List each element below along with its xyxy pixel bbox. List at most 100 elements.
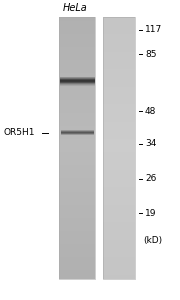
Bar — [59, 248, 95, 253]
Bar — [103, 117, 135, 122]
Bar — [103, 64, 135, 69]
Bar — [103, 16, 135, 279]
Bar — [59, 231, 95, 235]
Bar — [103, 196, 135, 200]
Bar — [59, 64, 95, 69]
Bar — [103, 191, 135, 196]
Bar — [59, 174, 95, 178]
Bar — [103, 126, 135, 130]
Bar — [59, 262, 95, 266]
Bar — [103, 34, 135, 38]
Bar — [59, 25, 95, 30]
Bar — [59, 82, 95, 86]
Bar — [59, 152, 95, 157]
Bar — [103, 165, 135, 169]
Bar — [103, 152, 135, 157]
Bar — [103, 244, 135, 248]
Bar — [59, 108, 95, 113]
Bar — [103, 187, 135, 191]
Bar — [59, 191, 95, 196]
Bar — [59, 104, 95, 108]
Bar — [103, 56, 135, 60]
Bar — [103, 226, 135, 231]
Bar — [59, 130, 95, 135]
Bar — [103, 52, 135, 56]
Bar — [59, 135, 95, 139]
Bar — [59, 161, 95, 165]
Bar — [103, 200, 135, 205]
Bar — [103, 21, 135, 25]
Bar — [103, 157, 135, 161]
Text: 48: 48 — [145, 106, 156, 116]
Bar — [103, 86, 135, 91]
Bar — [103, 266, 135, 270]
Bar — [59, 86, 95, 91]
Bar — [59, 235, 95, 240]
Bar — [103, 169, 135, 174]
Text: 85: 85 — [145, 50, 156, 58]
Bar — [59, 43, 95, 47]
Bar — [59, 169, 95, 174]
Bar — [103, 104, 135, 108]
Bar — [103, 231, 135, 235]
Bar — [103, 274, 135, 279]
Bar — [103, 60, 135, 64]
Bar — [103, 139, 135, 143]
Bar — [59, 218, 95, 222]
Bar — [103, 122, 135, 126]
Bar — [59, 74, 95, 78]
Text: HeLa: HeLa — [62, 3, 87, 13]
Bar — [59, 274, 95, 279]
Bar — [103, 143, 135, 148]
Bar — [103, 43, 135, 47]
Bar — [59, 205, 95, 209]
Bar — [59, 91, 95, 95]
Bar — [103, 78, 135, 82]
Bar — [103, 257, 135, 262]
Bar — [59, 139, 95, 143]
Text: 117: 117 — [145, 26, 162, 34]
Bar — [59, 222, 95, 226]
Bar — [59, 34, 95, 38]
Bar — [103, 222, 135, 226]
Bar — [59, 226, 95, 231]
Bar — [59, 38, 95, 43]
Bar — [59, 69, 95, 74]
Bar — [103, 240, 135, 244]
Text: (kD): (kD) — [143, 236, 162, 244]
Bar — [103, 69, 135, 74]
Text: OR5H1: OR5H1 — [4, 128, 35, 137]
Bar — [59, 78, 95, 82]
Bar — [103, 30, 135, 34]
Bar — [59, 270, 95, 274]
Bar — [59, 60, 95, 64]
Bar — [59, 122, 95, 126]
Bar — [59, 143, 95, 148]
Bar — [103, 25, 135, 30]
Bar — [103, 253, 135, 257]
Bar — [103, 218, 135, 222]
Bar — [59, 21, 95, 25]
Bar — [59, 244, 95, 248]
Bar — [59, 178, 95, 183]
Bar — [103, 135, 135, 139]
Bar — [59, 95, 95, 100]
Bar — [103, 108, 135, 113]
Bar — [103, 82, 135, 86]
Bar — [103, 213, 135, 218]
Bar — [103, 270, 135, 274]
Bar — [103, 47, 135, 52]
Bar — [103, 74, 135, 78]
Bar — [103, 16, 135, 21]
Text: 26: 26 — [145, 174, 156, 183]
Bar — [59, 183, 95, 187]
Bar — [103, 174, 135, 178]
Bar — [59, 56, 95, 60]
Bar — [59, 213, 95, 218]
Bar — [59, 187, 95, 191]
Bar — [103, 209, 135, 213]
Bar — [103, 130, 135, 135]
Bar — [59, 266, 95, 270]
Bar — [103, 38, 135, 43]
Bar — [59, 253, 95, 257]
